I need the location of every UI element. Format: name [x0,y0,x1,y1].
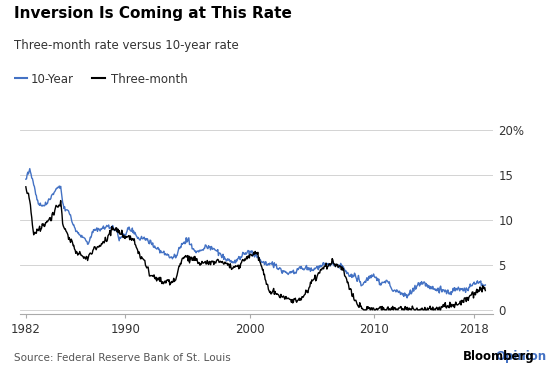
Text: Three-month: Three-month [110,73,188,86]
Text: Inversion Is Coming at This Rate: Inversion Is Coming at This Rate [14,6,292,20]
Text: 10-Year: 10-Year [31,73,74,86]
Text: Opinion: Opinion [495,350,546,363]
Text: Source: Federal Reserve Bank of St. Louis: Source: Federal Reserve Bank of St. Loui… [14,353,231,363]
Text: Three-month rate versus 10-year rate: Three-month rate versus 10-year rate [14,39,239,52]
Text: Bloomberg: Bloomberg [463,350,534,363]
